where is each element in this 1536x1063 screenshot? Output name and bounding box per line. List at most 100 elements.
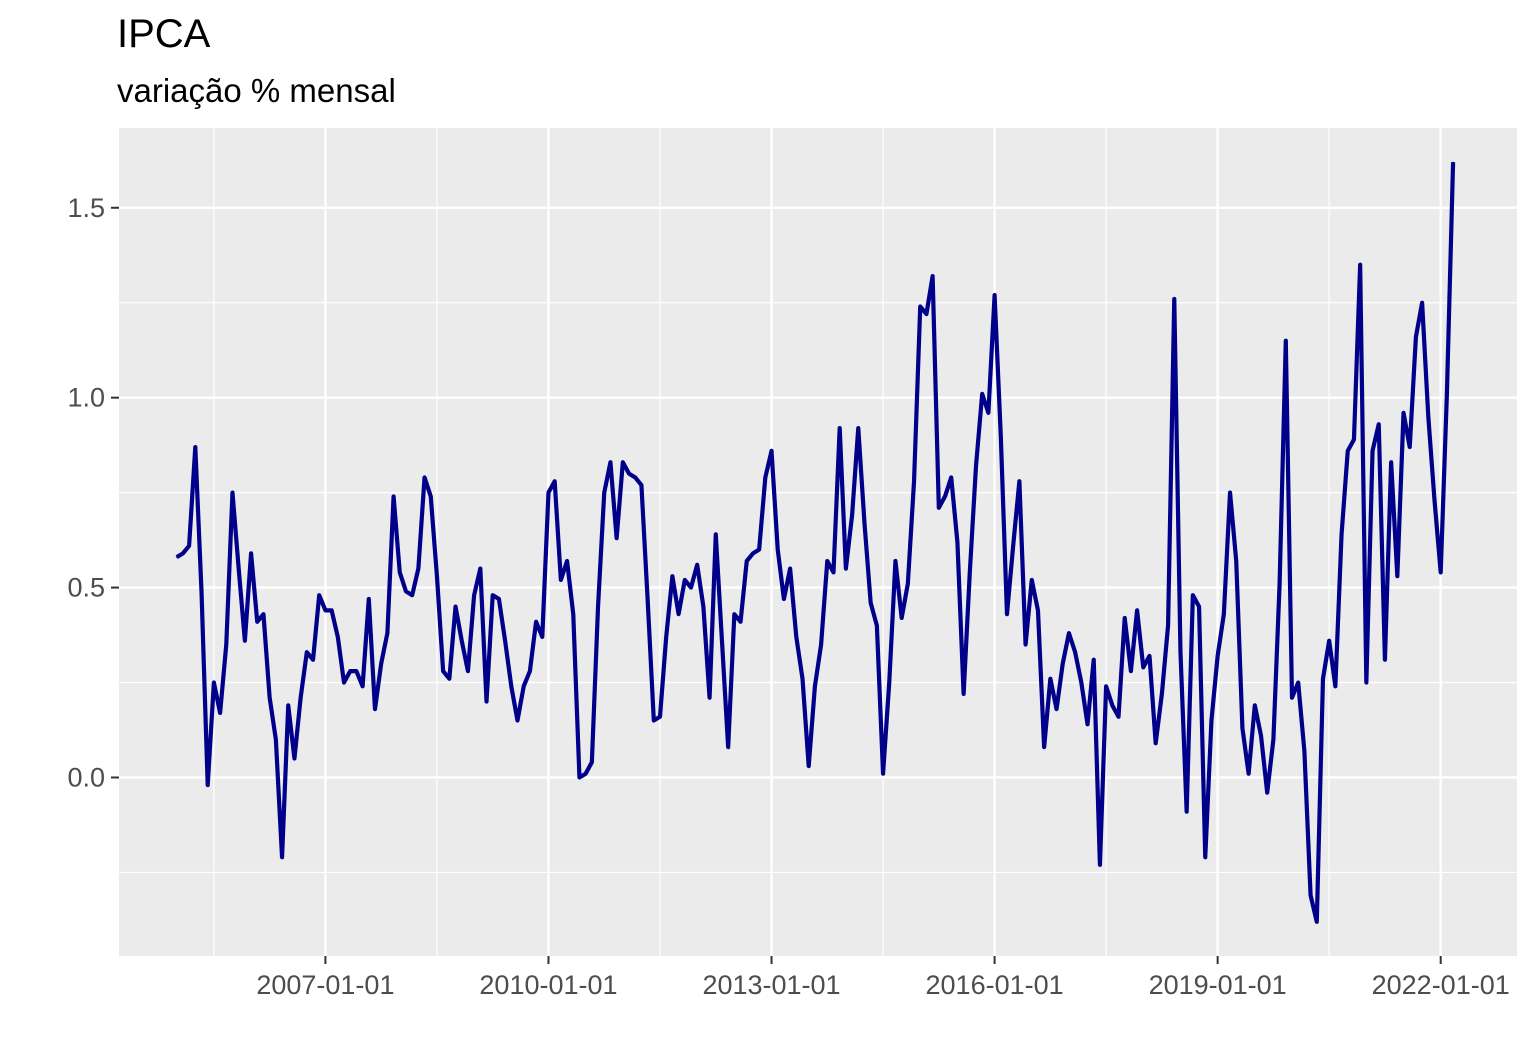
data-point xyxy=(392,495,395,498)
data-point xyxy=(1161,693,1163,695)
data-point xyxy=(777,549,779,551)
data-point xyxy=(1031,579,1033,581)
data-point xyxy=(727,746,729,748)
data-point xyxy=(932,275,934,277)
data-point xyxy=(1068,632,1070,634)
data-point xyxy=(919,305,921,308)
data-point xyxy=(492,594,494,596)
data-point xyxy=(578,776,581,779)
data-point xyxy=(1173,298,1175,300)
data-point xyxy=(1012,545,1014,547)
data-point xyxy=(1223,613,1225,615)
data-point xyxy=(1167,624,1169,627)
data-point xyxy=(839,427,841,429)
data-point xyxy=(1427,416,1429,418)
data-point xyxy=(1322,678,1324,680)
data-point xyxy=(1303,750,1305,752)
data-point xyxy=(907,583,909,585)
data-point xyxy=(1235,560,1237,562)
x-tick-label: 2010-01-01 xyxy=(479,970,617,1000)
data-point xyxy=(430,495,432,498)
data-point xyxy=(1390,461,1392,463)
data-point xyxy=(1117,716,1120,718)
data-point xyxy=(504,640,506,642)
data-point xyxy=(1192,594,1194,596)
data-point xyxy=(349,670,351,672)
data-point xyxy=(1328,640,1330,642)
data-point xyxy=(1099,864,1101,866)
data-point xyxy=(485,700,488,703)
x-tick-label: 2016-01-01 xyxy=(926,970,1064,1000)
data-point xyxy=(213,681,215,684)
data-point xyxy=(1024,643,1027,646)
data-point xyxy=(647,598,649,600)
data-point xyxy=(671,575,673,577)
data-point xyxy=(739,621,742,623)
data-point xyxy=(312,659,314,661)
data-point xyxy=(591,761,593,763)
data-point xyxy=(479,567,481,570)
data-point xyxy=(1006,613,1008,615)
data-point xyxy=(894,560,897,562)
data-point xyxy=(764,476,766,479)
data-point xyxy=(969,571,971,573)
data-point xyxy=(182,552,184,554)
data-point xyxy=(423,476,426,479)
data-point xyxy=(702,605,704,608)
data-point xyxy=(913,480,915,482)
data-point xyxy=(653,719,655,722)
data-point xyxy=(721,640,723,642)
x-tick-label: 2007-01-01 xyxy=(256,970,394,1000)
data-point xyxy=(770,450,773,452)
data-point xyxy=(708,697,711,699)
x-tick-label: 2013-01-01 xyxy=(702,970,840,1000)
minor-gridlines xyxy=(119,128,1517,956)
data-point xyxy=(832,571,835,573)
data-point xyxy=(207,784,209,786)
data-point xyxy=(1080,681,1082,684)
data-point xyxy=(337,636,339,638)
data-point xyxy=(746,560,748,562)
data-point xyxy=(386,632,388,634)
data-point xyxy=(1266,792,1268,794)
data-point xyxy=(1000,435,1002,437)
data-point xyxy=(1347,450,1349,452)
data-point xyxy=(1371,450,1374,452)
data-point xyxy=(1415,336,1417,338)
data-point xyxy=(987,412,989,414)
data-point xyxy=(566,560,568,562)
data-point xyxy=(715,533,717,536)
data-point xyxy=(1037,609,1039,611)
data-point xyxy=(200,590,203,592)
data-point xyxy=(1433,499,1436,501)
data-point xyxy=(448,678,450,680)
data-point xyxy=(665,636,667,638)
data-point xyxy=(801,678,804,680)
data-point xyxy=(1291,697,1293,699)
data-point xyxy=(696,564,698,566)
x-tick-label: 2019-01-01 xyxy=(1149,970,1287,1000)
data-point xyxy=(535,621,537,623)
data-point xyxy=(374,708,376,710)
data-point xyxy=(467,670,469,672)
data-point xyxy=(1217,655,1219,657)
data-point xyxy=(609,461,612,463)
data-point xyxy=(405,590,407,592)
data-point xyxy=(820,643,822,646)
data-point xyxy=(318,594,320,596)
data-point xyxy=(1378,423,1380,425)
data-point xyxy=(417,567,419,570)
data-point xyxy=(225,643,227,646)
data-point xyxy=(795,636,797,638)
data-point xyxy=(176,556,178,558)
data-point xyxy=(1142,666,1144,668)
data-point xyxy=(194,446,196,448)
data-point xyxy=(975,465,977,467)
data-point xyxy=(659,716,661,718)
data-point xyxy=(944,495,946,498)
data-point xyxy=(870,602,872,604)
data-point xyxy=(789,567,791,570)
data-point xyxy=(851,514,853,517)
data-point xyxy=(188,545,190,547)
